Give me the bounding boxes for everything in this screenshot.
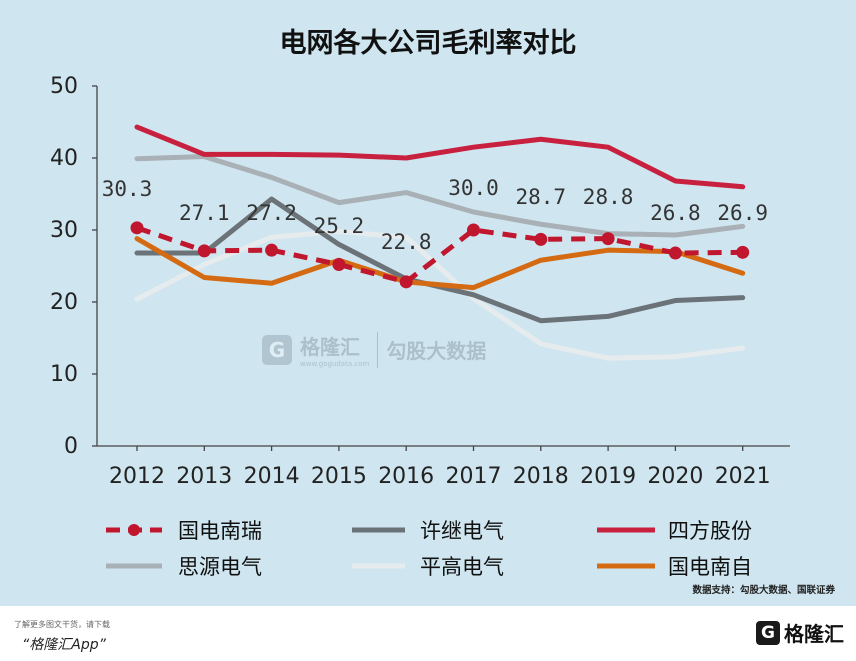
series-marker [534, 232, 548, 246]
legend-label: 四方股份 [668, 519, 752, 543]
x-tick-label: 2015 [311, 464, 367, 489]
legend-label: 国电南自 [668, 555, 752, 579]
watermark: G 格隆汇 www.gogudata.com 勾股大数据 [262, 331, 486, 368]
data-label: 26.9 [717, 201, 768, 225]
footer-note: 了解更多图文干货，请下载 [14, 620, 110, 629]
series-marker [467, 223, 480, 237]
line-chart: 电网各大公司毛利率对比 0 10 20 30 40 50 2012 2013 2014 2015 2… [50, 27, 835, 596]
chart-panel [0, 0, 856, 606]
legend-marker [128, 524, 140, 536]
series-marker [668, 246, 682, 260]
watermark-sub: 勾股大数据 [386, 339, 487, 363]
watermark-brand: 格隆汇 [300, 335, 360, 359]
series-line-2 [134, 124, 746, 190]
markers [130, 221, 750, 289]
data-label: 30.3 [102, 177, 153, 201]
data-label: 28.8 [583, 185, 634, 209]
y-tick-label: 10 [50, 362, 78, 387]
watermark-url: www.gogudata.com [300, 360, 370, 368]
watermark-logo-icon: G [262, 334, 292, 365]
series-line-0 [136, 225, 743, 285]
footer-logo[interactable]: G 格隆汇 [756, 618, 844, 647]
legend-label: 思源电气 [178, 555, 262, 579]
x-tick-label: 2012 [109, 464, 165, 489]
y-tick-label: 40 [50, 146, 78, 171]
x-tick-label: 2013 [176, 464, 232, 489]
series-lines [134, 124, 746, 361]
series-marker [332, 258, 346, 272]
data-labels: 30.3 27.1 27.2 25.2 22.8 30.0 28.7 28.8 26.8 26.9 [102, 176, 768, 254]
x-tick-label: 2019 [580, 464, 636, 489]
y-tick-label: 50 [50, 74, 78, 99]
series-line-5 [134, 236, 746, 291]
data-label: 30.0 [448, 176, 499, 200]
y-tick-label: 0 [64, 434, 78, 459]
axes: 0 10 20 30 40 50 2012 2013 2014 2015 2016 2017 2018 2… [50, 74, 790, 489]
data-label: 22.8 [381, 230, 432, 254]
data-label: 25.2 [314, 214, 365, 238]
x-tick-label: 2021 [715, 464, 771, 489]
legend-label: 许继电气 [420, 519, 504, 543]
data-label: 28.7 [516, 185, 567, 209]
x-tick-label: 2014 [244, 464, 300, 489]
logo-icon: G [756, 620, 780, 645]
watermark-separator [377, 331, 379, 368]
y-tick-label: 20 [50, 290, 78, 315]
series-marker [130, 221, 144, 235]
x-tick-label: 2016 [378, 464, 434, 489]
y-tick-label: 30 [50, 218, 78, 243]
legend-label: 平高电气 [420, 555, 504, 579]
x-tick-label: 2017 [446, 464, 502, 489]
x-tick-label: 2020 [647, 464, 703, 489]
data-label: 26.8 [650, 201, 701, 225]
legend-label: 国电南瑞 [178, 519, 262, 543]
series-marker [601, 232, 615, 246]
logo-text: 格隆汇 [784, 622, 844, 646]
chart-title: 电网各大公司毛利率对比 [280, 27, 577, 59]
x-tick-label: 2018 [513, 464, 569, 489]
series-marker [736, 245, 750, 259]
series-line-3 [134, 154, 746, 238]
series-marker [197, 244, 211, 258]
data-label: 27.2 [246, 201, 297, 225]
series-marker [265, 243, 279, 257]
footer-app-name: “格隆汇App” [22, 637, 106, 653]
data-label: 27.1 [179, 201, 230, 225]
series-marker [399, 275, 413, 289]
source-note: 数据支持：勾股大数据、国联证券 [691, 584, 835, 596]
